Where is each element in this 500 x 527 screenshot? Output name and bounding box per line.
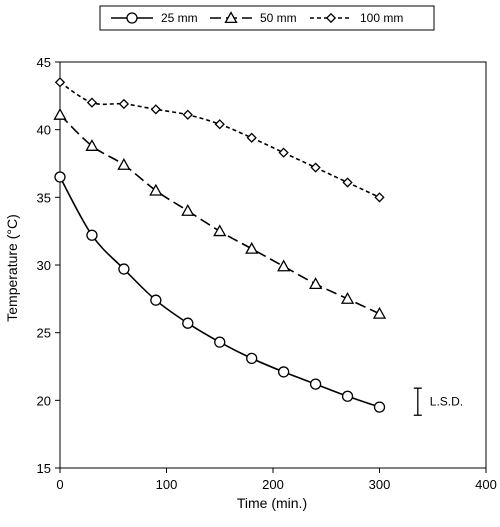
data-point-25-mm bbox=[373, 401, 386, 413]
data-point-100-mm bbox=[86, 97, 98, 108]
data-point-100-mm bbox=[214, 119, 225, 130]
lsd-annotation: L.S.D. bbox=[413, 387, 463, 416]
legend-label-100-mm: 100 mm bbox=[360, 11, 403, 25]
data-point-100-mm bbox=[54, 77, 66, 88]
series-line-50-mm bbox=[59, 114, 380, 315]
series-25-mm bbox=[54, 171, 386, 413]
data-point-25-mm bbox=[246, 352, 258, 365]
x-tick-label: 200 bbox=[262, 477, 284, 492]
data-point-100-mm bbox=[182, 109, 193, 120]
y-tick-label: 45 bbox=[37, 55, 51, 70]
series-100-mm bbox=[54, 77, 385, 203]
axes: 0 100 200 300 400 15 20 25 30 35 40 45 bbox=[37, 55, 497, 492]
data-point-50-mm bbox=[85, 139, 99, 151]
y-tick-label: 15 bbox=[37, 461, 51, 476]
legend-box bbox=[99, 5, 435, 31]
y-tick-label: 30 bbox=[37, 258, 51, 273]
data-point-50-mm bbox=[181, 204, 195, 216]
data-point-25-mm bbox=[341, 390, 354, 402]
data-point-100-mm bbox=[118, 98, 130, 110]
data-point-100-mm bbox=[342, 177, 353, 188]
legend: 25 mm 50 mm 100 mm bbox=[99, 5, 435, 31]
data-point-50-mm bbox=[53, 107, 67, 120]
data-point-50-mm bbox=[372, 306, 387, 319]
y-tick-label: 25 bbox=[37, 326, 51, 341]
data-point-25-mm bbox=[182, 317, 194, 329]
x-tick-label: 0 bbox=[56, 477, 63, 492]
series-50-mm bbox=[53, 107, 387, 319]
series-line-100-mm bbox=[59, 81, 380, 199]
lsd-label: L.S.D. bbox=[430, 395, 463, 409]
y-tick-label: 40 bbox=[37, 123, 51, 138]
x-tick-label: 100 bbox=[156, 477, 178, 492]
x-tick-label: 400 bbox=[475, 477, 497, 492]
data-point-100-mm bbox=[278, 147, 289, 158]
data-point-25-mm bbox=[86, 229, 98, 241]
y-tick-label: 35 bbox=[37, 190, 51, 205]
data-point-50-mm bbox=[308, 277, 323, 289]
data-point-100-mm bbox=[246, 132, 257, 143]
data-point-25-mm bbox=[54, 171, 66, 183]
data-point-50-mm bbox=[149, 183, 163, 196]
data-point-25-mm bbox=[214, 336, 226, 348]
data-point-50-mm bbox=[340, 291, 355, 304]
x-axis-label: Time (min.) bbox=[237, 495, 307, 511]
plot-area bbox=[53, 77, 387, 413]
legend-label-50-mm: 50 mm bbox=[260, 11, 297, 25]
data-point-25-mm bbox=[150, 294, 162, 306]
x-tick-label: 300 bbox=[369, 477, 391, 492]
legend-marker-25-mm bbox=[126, 12, 138, 24]
data-point-25-mm bbox=[277, 366, 290, 378]
legend-label-25-mm: 25 mm bbox=[161, 11, 198, 25]
data-point-100-mm bbox=[310, 162, 321, 173]
y-tick-label: 20 bbox=[37, 393, 51, 408]
data-point-25-mm bbox=[309, 378, 322, 390]
data-point-50-mm bbox=[213, 224, 227, 237]
legend-marker-50-mm bbox=[224, 11, 238, 24]
data-point-100-mm bbox=[150, 104, 161, 115]
data-point-50-mm bbox=[117, 158, 131, 170]
data-point-25-mm bbox=[118, 263, 130, 275]
y-axis-label: Temperature (°C) bbox=[4, 214, 20, 322]
data-point-50-mm bbox=[245, 241, 259, 254]
legend-marker-100-mm bbox=[325, 12, 337, 24]
data-point-50-mm bbox=[277, 259, 291, 272]
data-point-100-mm bbox=[374, 192, 385, 203]
